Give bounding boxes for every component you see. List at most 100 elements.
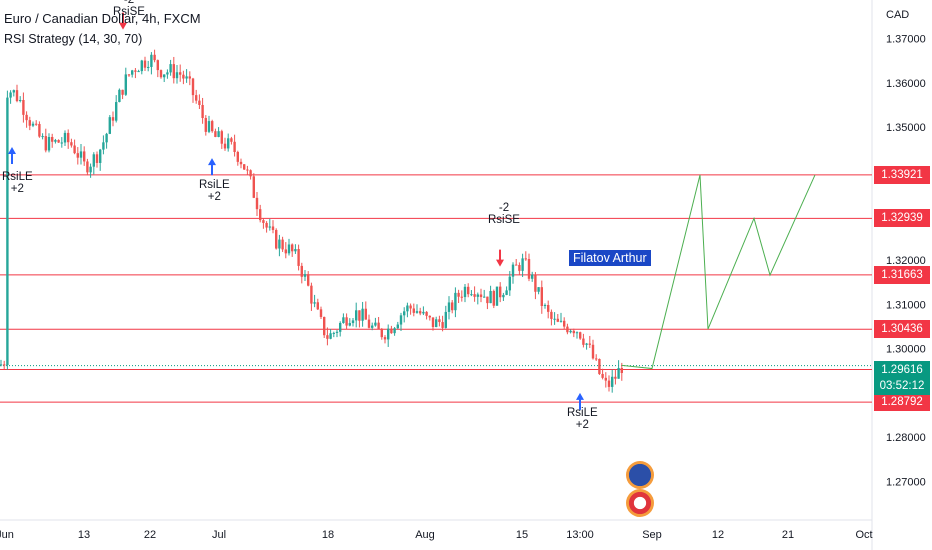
candle-body	[495, 286, 499, 306]
candle-body	[246, 169, 249, 171]
candle-body	[604, 377, 607, 381]
x-tick-label: 21	[782, 529, 794, 541]
candle-body	[499, 286, 502, 298]
long-signal-arrow	[576, 392, 584, 410]
candle-body	[278, 239, 281, 249]
candle-body	[54, 140, 57, 142]
candle-body	[422, 311, 425, 314]
candle-body	[492, 290, 495, 306]
candle-body	[399, 315, 403, 325]
level-price-badge: 1.33921	[874, 165, 930, 184]
candle-body	[460, 296, 463, 298]
candle-body	[361, 308, 364, 321]
candle-body	[25, 114, 28, 121]
x-tick-label: Sep	[642, 529, 662, 541]
candle-body	[524, 258, 527, 260]
candle-body	[444, 311, 447, 328]
candle-body	[67, 132, 70, 143]
candle-body	[390, 328, 393, 334]
candle-body	[275, 229, 278, 249]
candle-body	[220, 131, 223, 144]
candle-body	[563, 320, 566, 327]
candle-body	[124, 74, 127, 95]
candle-body	[307, 274, 310, 286]
candle-body	[591, 344, 595, 359]
candle-body	[99, 149, 102, 163]
candle-body	[326, 335, 329, 339]
level-price-badge: 1.28792	[874, 393, 930, 412]
signal-long-3: RsiLE +2	[567, 407, 598, 431]
candle-body	[329, 333, 332, 339]
candle-body	[451, 302, 454, 311]
candle-body	[108, 117, 111, 134]
x-tick-label: 12	[712, 529, 724, 541]
candle-body	[601, 373, 604, 378]
candle-body	[127, 74, 131, 76]
symbol-title[interactable]: Euro / Canadian Dollar, 4h, FXCM	[4, 11, 201, 26]
eu-flag-icon[interactable]	[626, 461, 654, 489]
candle-body	[489, 290, 492, 304]
candle-body	[380, 329, 383, 338]
candle-body	[297, 249, 300, 266]
candle-body	[3, 364, 6, 366]
candle-body	[310, 285, 313, 304]
y-tick-label: 1.35000	[886, 122, 926, 134]
candle-body	[207, 121, 211, 132]
candle-body	[463, 286, 467, 298]
long-signal-arrow	[8, 147, 16, 165]
candle-body	[214, 131, 217, 137]
candle-body	[166, 72, 169, 75]
candle-body	[543, 305, 547, 307]
candle-body	[409, 305, 412, 309]
candle-body	[0, 364, 3, 366]
candle-body	[217, 131, 220, 137]
candle-body	[179, 72, 182, 75]
candle-body	[204, 118, 207, 132]
candle-body	[598, 358, 601, 374]
indicator-label[interactable]: RSI Strategy (14, 30, 70)	[4, 32, 143, 46]
candle-body	[95, 154, 99, 163]
candle-body	[252, 176, 255, 198]
x-tick-label: Jul	[212, 529, 226, 541]
candle-body	[51, 136, 54, 142]
candle-body	[486, 296, 489, 304]
candle-body	[118, 89, 121, 103]
candle-body	[527, 259, 531, 279]
candle-body	[265, 222, 268, 228]
candle-body	[300, 265, 303, 277]
candle-body	[6, 97, 9, 365]
candle-body	[518, 265, 521, 271]
candle-body	[339, 322, 342, 332]
currency-label: CAD	[886, 9, 910, 21]
candle-body	[505, 290, 508, 295]
candle-body	[303, 274, 307, 277]
short-signal-arrow	[496, 249, 504, 267]
candle-body	[534, 274, 537, 292]
candle-body	[47, 136, 51, 151]
candle-body	[483, 296, 486, 298]
x-tick-label: Aug	[415, 529, 435, 541]
candle-body	[431, 317, 435, 328]
signal-long-2: RsiLE +2	[199, 179, 230, 203]
signal-long-1: RsiLE +2	[2, 171, 33, 195]
candle-body	[156, 60, 159, 71]
candle-body	[348, 323, 351, 326]
candle-body	[41, 136, 44, 138]
author-label: Filatov Arthur	[568, 249, 652, 267]
candle-body	[412, 308, 415, 313]
candle-body	[236, 151, 239, 162]
candle-body	[367, 319, 371, 328]
candle-body	[419, 311, 422, 314]
candle-body	[457, 292, 460, 297]
candle-body	[316, 302, 319, 310]
candle-body	[617, 367, 620, 379]
candle-body	[185, 76, 188, 79]
canada-flag-icon[interactable]	[626, 489, 654, 517]
candle-body	[476, 294, 479, 297]
candle-body	[268, 226, 271, 228]
candle-body	[595, 358, 598, 360]
long-signal-arrow	[208, 158, 216, 176]
current-price-badge: 1.29616	[874, 361, 930, 379]
candle-body	[550, 311, 553, 319]
